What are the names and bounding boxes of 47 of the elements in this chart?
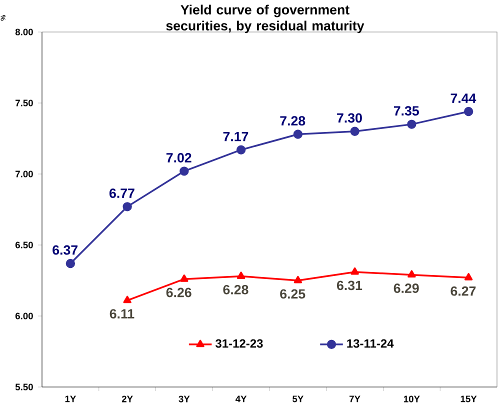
x-tick-label: 5Y <box>292 396 304 402</box>
legend-label: 31-12-23 <box>215 339 263 348</box>
point <box>464 273 473 280</box>
y-tick-label: 7.50 <box>16 100 33 106</box>
point <box>350 267 359 275</box>
data-label: 7.35 <box>394 106 419 116</box>
point <box>464 106 474 116</box>
x-tick-label: 7Y <box>350 396 360 402</box>
y-tick-label: 5.50 <box>15 384 33 390</box>
point <box>236 272 246 279</box>
point <box>407 120 416 129</box>
data-label: 6.77 <box>109 188 134 198</box>
point <box>294 276 302 284</box>
y-tick-label: 6.00 <box>15 312 33 320</box>
x-tick-label: 1Y <box>65 396 76 402</box>
data-label: 6.25 <box>280 289 306 299</box>
x-tick-label: 2Y <box>122 396 133 402</box>
point <box>180 274 188 282</box>
point <box>236 145 246 154</box>
data-label: 7.30 <box>337 113 362 123</box>
data-label: 6.37 <box>52 245 78 255</box>
data-label: 7.17 <box>223 132 248 142</box>
x-tick-label: 15Y <box>460 396 477 402</box>
data-label: 7.02 <box>166 153 192 162</box>
data-label: 6.27 <box>450 286 476 296</box>
point <box>122 202 132 212</box>
data-label: 7.28 <box>280 116 306 126</box>
data-label: 6.31 <box>336 280 362 290</box>
point <box>293 130 303 139</box>
data-label: 6.11 <box>110 309 134 319</box>
y-tick-label: 7.00 <box>16 170 33 178</box>
y-tick-label: 8.00 <box>15 28 33 36</box>
data-label: 7.44 <box>450 94 476 103</box>
data-label: 6.29 <box>394 284 419 293</box>
legend-label: 13-11-24 <box>347 339 394 348</box>
point <box>180 166 189 176</box>
point <box>123 296 132 304</box>
point <box>350 126 360 136</box>
x-tick-label: 3Y <box>178 396 190 402</box>
x-tick-label: 10Y <box>404 396 420 402</box>
data-label: 6.28 <box>223 284 248 294</box>
x-tick-label: 4Y <box>236 396 247 402</box>
point <box>66 258 76 268</box>
point <box>408 270 416 278</box>
data-label: 6.26 <box>166 288 192 298</box>
chart-title: Yield curve of government securities, by residual maturity <box>166 4 364 34</box>
y-tick-label: 6.50 <box>15 242 33 248</box>
